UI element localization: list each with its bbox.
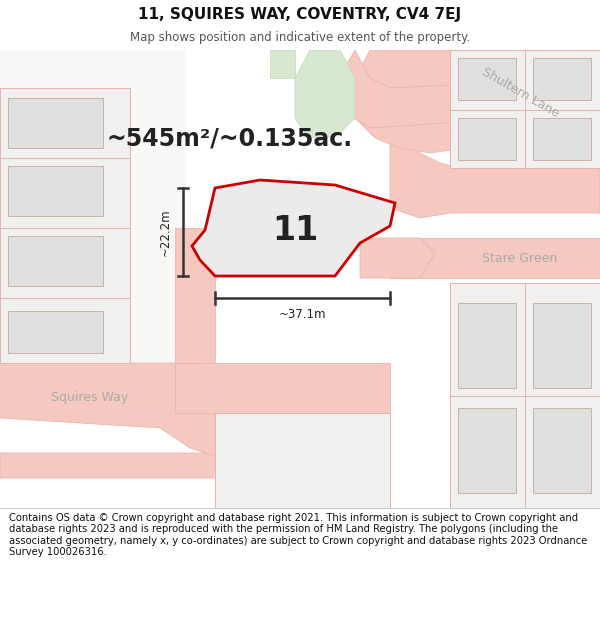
Polygon shape bbox=[215, 413, 390, 508]
Text: Contains OS data © Crown copyright and database right 2021. This information is : Contains OS data © Crown copyright and d… bbox=[9, 512, 587, 558]
Polygon shape bbox=[458, 408, 516, 493]
Polygon shape bbox=[0, 298, 130, 363]
Polygon shape bbox=[175, 228, 215, 363]
Text: Shultern Lane: Shultern Lane bbox=[479, 66, 561, 121]
Polygon shape bbox=[175, 363, 390, 413]
Polygon shape bbox=[192, 180, 395, 276]
Polygon shape bbox=[8, 236, 103, 286]
Polygon shape bbox=[533, 58, 591, 100]
Polygon shape bbox=[0, 50, 185, 378]
Polygon shape bbox=[360, 238, 435, 278]
Polygon shape bbox=[0, 353, 345, 478]
Polygon shape bbox=[330, 50, 600, 128]
Text: ~37.1m: ~37.1m bbox=[279, 308, 326, 321]
Polygon shape bbox=[533, 408, 591, 493]
Text: 11, SQUIRES WAY, COVENTRY, CV4 7EJ: 11, SQUIRES WAY, COVENTRY, CV4 7EJ bbox=[139, 6, 461, 21]
Text: ~22.2m: ~22.2m bbox=[158, 208, 172, 256]
Polygon shape bbox=[533, 118, 591, 160]
Polygon shape bbox=[8, 98, 103, 148]
Polygon shape bbox=[458, 58, 516, 100]
Polygon shape bbox=[0, 363, 280, 463]
Polygon shape bbox=[350, 50, 600, 153]
Polygon shape bbox=[295, 50, 355, 140]
Text: Squires Way: Squires Way bbox=[52, 391, 128, 404]
Polygon shape bbox=[390, 238, 600, 278]
Polygon shape bbox=[0, 228, 130, 298]
Polygon shape bbox=[458, 118, 516, 160]
Text: ~545m²/~0.135ac.: ~545m²/~0.135ac. bbox=[107, 126, 353, 150]
Polygon shape bbox=[0, 158, 130, 228]
Polygon shape bbox=[235, 193, 320, 266]
Text: Map shows position and indicative extent of the property.: Map shows position and indicative extent… bbox=[130, 31, 470, 44]
Polygon shape bbox=[533, 303, 591, 388]
Polygon shape bbox=[8, 311, 103, 353]
Text: 11: 11 bbox=[272, 214, 318, 246]
Polygon shape bbox=[458, 303, 516, 388]
Polygon shape bbox=[450, 50, 600, 168]
Polygon shape bbox=[390, 50, 600, 218]
Polygon shape bbox=[0, 88, 130, 158]
Polygon shape bbox=[270, 50, 295, 78]
Polygon shape bbox=[450, 283, 600, 508]
Polygon shape bbox=[8, 166, 103, 216]
Text: Stare Green: Stare Green bbox=[482, 251, 557, 264]
